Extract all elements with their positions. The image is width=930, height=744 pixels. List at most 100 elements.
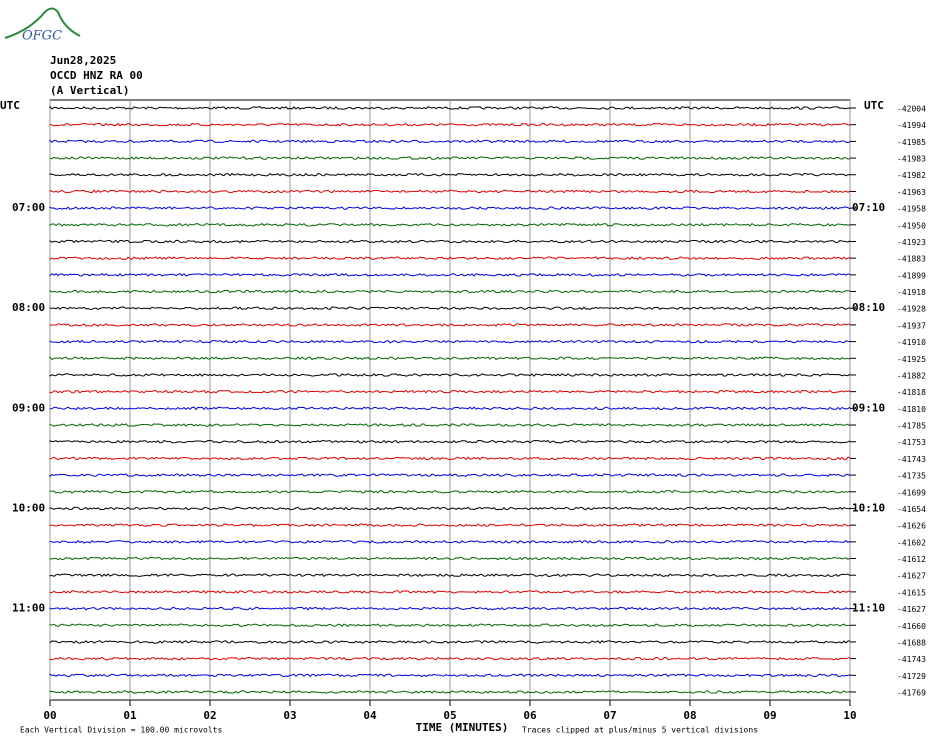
trace: [49, 606, 851, 611]
trace: [49, 690, 851, 694]
trace: [49, 506, 851, 511]
row-value: -41654: [897, 505, 926, 514]
row-value: -41950: [897, 221, 926, 230]
row-value: -41743: [897, 455, 926, 464]
x-tick-label: 05: [443, 709, 456, 722]
left-time-label: 08:00: [12, 301, 45, 314]
row-value: -41925: [897, 355, 926, 364]
row-value: -41627: [897, 605, 926, 614]
right-time-label: 08:10: [852, 301, 885, 314]
row-value: -41612: [897, 555, 926, 564]
trace: [49, 656, 851, 661]
row-value: -41818: [897, 388, 926, 397]
row-value: -41753: [897, 438, 926, 447]
row-value: -41602: [897, 538, 926, 547]
row-value: -41918: [897, 288, 926, 297]
x-tick-label: 00: [43, 709, 56, 722]
row-value: -41743: [897, 655, 926, 664]
trace: [49, 623, 851, 628]
row-value: -41958: [897, 205, 926, 214]
trace: [49, 539, 851, 544]
trace: [49, 355, 851, 361]
x-tick-label: 01: [123, 709, 137, 722]
trace: [49, 423, 851, 427]
trace: [49, 389, 851, 394]
trace: [49, 573, 851, 578]
row-value: -41729: [897, 672, 926, 681]
trace: [49, 206, 851, 210]
row-value: -41963: [897, 188, 926, 197]
right-timezone: UTC: [864, 99, 884, 112]
left-time-label: 11:00: [12, 602, 45, 615]
trace: [49, 590, 851, 594]
row-value: -41982: [897, 171, 926, 180]
trace: [49, 439, 851, 444]
trace: [49, 323, 851, 327]
row-value: -41660: [897, 622, 926, 631]
row-value: -41735: [897, 472, 926, 481]
trace: [49, 172, 851, 177]
row-value: -41985: [897, 138, 926, 147]
x-tick-label: 10: [843, 709, 856, 722]
x-title: TIME (MINUTES): [416, 721, 509, 734]
trace: [49, 490, 851, 494]
left-time-label: 09:00: [12, 401, 45, 414]
row-value: -41882: [897, 371, 926, 380]
trace: [49, 306, 851, 311]
x-tick-label: 09: [763, 709, 776, 722]
row-value: -41899: [897, 271, 926, 280]
row-value: -41923: [897, 238, 926, 247]
row-value: -41627: [897, 572, 926, 581]
row-value: -41937: [897, 321, 926, 330]
right-time-label: 09:10: [852, 401, 885, 414]
station: OCCD HNZ RA 00: [50, 69, 143, 82]
x-tick-label: 04: [363, 709, 377, 722]
trace: [49, 256, 851, 261]
trace: [49, 640, 851, 644]
left-time-label: 07:00: [12, 201, 45, 214]
trace: [49, 406, 851, 411]
trace: [49, 156, 851, 160]
row-value: -41615: [897, 588, 926, 597]
row-value: -41810: [897, 405, 926, 414]
row-value: -41688: [897, 638, 926, 647]
row-value: -41769: [897, 689, 926, 698]
row-value: -41883: [897, 255, 926, 264]
trace: [49, 456, 851, 461]
trace: [49, 122, 851, 127]
trace: [49, 222, 851, 227]
row-value: -42004: [897, 105, 926, 114]
row-value: -41983: [897, 155, 926, 164]
date: Jun28,2025: [50, 54, 116, 67]
right-time-label: 07:10: [852, 201, 885, 214]
trace: [49, 473, 851, 478]
row-value: -41910: [897, 338, 926, 347]
trace: [49, 272, 851, 277]
trace: [49, 523, 851, 528]
trace: [49, 105, 851, 110]
right-time-label: 11:10: [852, 602, 885, 615]
component: (A Vertical): [50, 84, 129, 97]
trace: [49, 289, 851, 294]
trace: [49, 556, 851, 561]
trace: [49, 373, 851, 377]
row-value: -41699: [897, 488, 926, 497]
x-tick-label: 06: [523, 709, 537, 722]
scale-note: Each Vertical Division = 100.00 microvol…: [20, 726, 222, 735]
logo-text: OFGC: [22, 29, 62, 44]
x-tick-label: 07: [603, 709, 616, 722]
row-value: -41928: [897, 305, 926, 314]
trace: [49, 339, 851, 344]
row-value: -41626: [897, 522, 926, 531]
trace: [49, 189, 851, 194]
x-tick-label: 03: [283, 709, 296, 722]
right-time-label: 10:10: [852, 501, 885, 514]
left-time-label: 10:00: [12, 501, 45, 514]
clip-note: Traces clipped at plus/minus 5 vertical …: [522, 726, 758, 735]
row-value: -41994: [897, 121, 926, 130]
trace: [49, 239, 851, 244]
trace: [49, 138, 851, 144]
trace: [49, 673, 851, 678]
logo: OFGC: [4, 7, 81, 44]
